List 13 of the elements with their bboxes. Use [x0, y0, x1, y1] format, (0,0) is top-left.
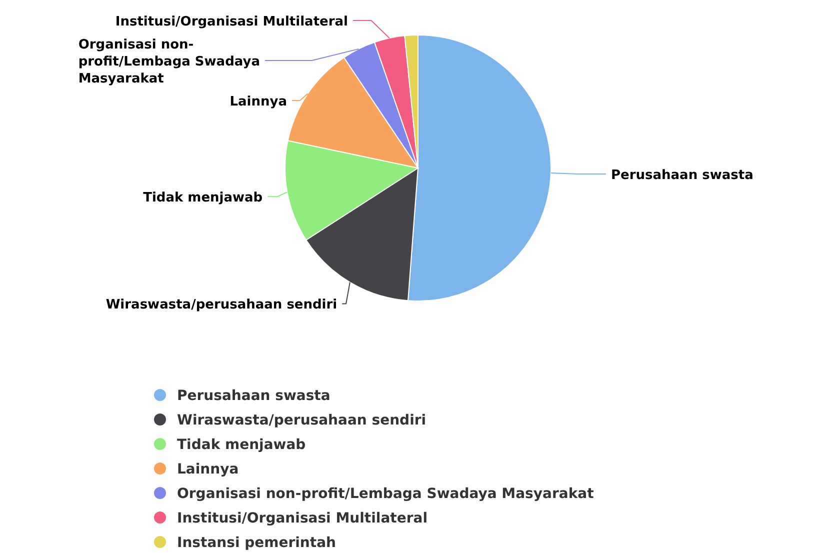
legend-label: Instansi pemerintah [177, 535, 336, 551]
legend-label: Organisasi non-profit/Lembaga Swadaya Masyarakat [177, 486, 594, 502]
slice-label: Lainnya [230, 94, 288, 110]
legend-label: Institusi/Organisasi Multilateral [177, 510, 428, 526]
slice-label: Tidak menjawab [143, 190, 263, 206]
legend-label: Wiraswasta/perusahaan sendiri [177, 412, 426, 428]
legend-label: Tidak menjawab [177, 437, 306, 453]
slice-label: Perusahaan swasta [611, 168, 754, 183]
slice-label: Institusi/Organisasi Multilateral [115, 14, 348, 30]
legend-label: Lainnya [177, 462, 239, 478]
slice-label: Organisasi non-profit/Lembaga Swadaya Masyarakat [78, 38, 260, 86]
slice-label: Wiraswasta/perusahaan sendiri [106, 298, 338, 313]
legend-label: Perusahaan swasta [177, 388, 330, 404]
